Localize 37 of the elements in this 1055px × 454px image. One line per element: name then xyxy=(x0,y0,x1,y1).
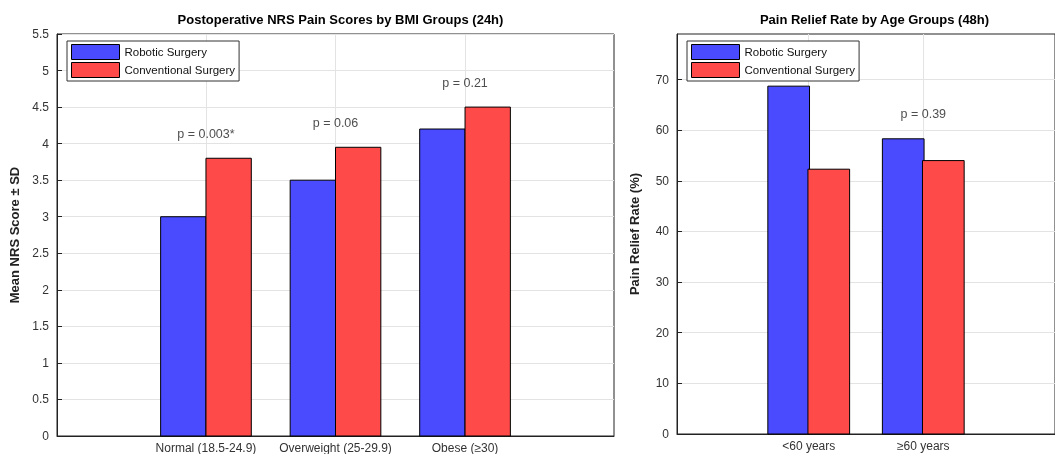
y-tick-label: 0 xyxy=(662,427,670,441)
y-tick-label: 3.5 xyxy=(32,173,50,188)
y-tick-label: 1 xyxy=(42,355,50,370)
y-tick-label: 60 xyxy=(655,123,670,138)
y-axis-title: Pain Relief Rate (%) xyxy=(627,172,642,296)
y-tick-label: 40 xyxy=(655,224,670,239)
legend-label: Conventional Surgery xyxy=(124,64,236,76)
annotation: p = 0.21 xyxy=(442,75,488,90)
y-tick-label: 4.5 xyxy=(32,100,50,115)
y-tick-label: 2.5 xyxy=(32,246,50,261)
x-tick-label: Overweight (25-29.9) xyxy=(279,441,392,454)
x-tick-label: Normal (18.5-24.9) xyxy=(155,441,257,454)
legend-label: Robotic Surgery xyxy=(744,46,828,58)
y-tick-label: 70 xyxy=(655,72,670,87)
y-tick-label: 5 xyxy=(42,63,50,78)
y-tick-label: 0.5 xyxy=(32,392,50,407)
y-tick-label: 50 xyxy=(655,173,670,188)
chart-title: Pain Relief Rate by Age Groups (48h) xyxy=(759,12,990,27)
x-tick-label: <60 years xyxy=(782,439,836,453)
y-tick-label: 0 xyxy=(42,429,50,443)
y-tick-label: 3 xyxy=(42,209,50,224)
y-tick-label: 5.5 xyxy=(32,27,50,41)
x-tick-label: Obese (≥30) xyxy=(431,441,499,454)
annotation: p = 0.39 xyxy=(900,107,947,122)
legend-label: Conventional Surgery xyxy=(744,64,856,76)
y-tick-label: 4 xyxy=(42,136,50,151)
legend-label: Robotic Surgery xyxy=(124,46,208,58)
chart-title: Postoperative NRS Pain Scores by BMI Groups (24h) xyxy=(177,12,504,27)
y-axis-title: Mean NRS Score ± SD xyxy=(7,166,22,304)
annotation: p = 0.003* xyxy=(177,126,235,141)
y-tick-label: 1.5 xyxy=(32,319,50,334)
y-tick-label: 2 xyxy=(42,282,50,297)
annotation: p = 0.06 xyxy=(312,115,359,130)
y-tick-label: 30 xyxy=(655,275,670,290)
y-tick-label: 10 xyxy=(655,376,670,391)
x-tick-label: ≥60 years xyxy=(896,439,950,453)
y-tick-label: 20 xyxy=(655,325,670,340)
